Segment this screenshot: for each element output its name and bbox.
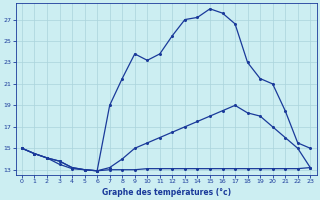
X-axis label: Graphe des températures (°c): Graphe des températures (°c) <box>101 187 231 197</box>
